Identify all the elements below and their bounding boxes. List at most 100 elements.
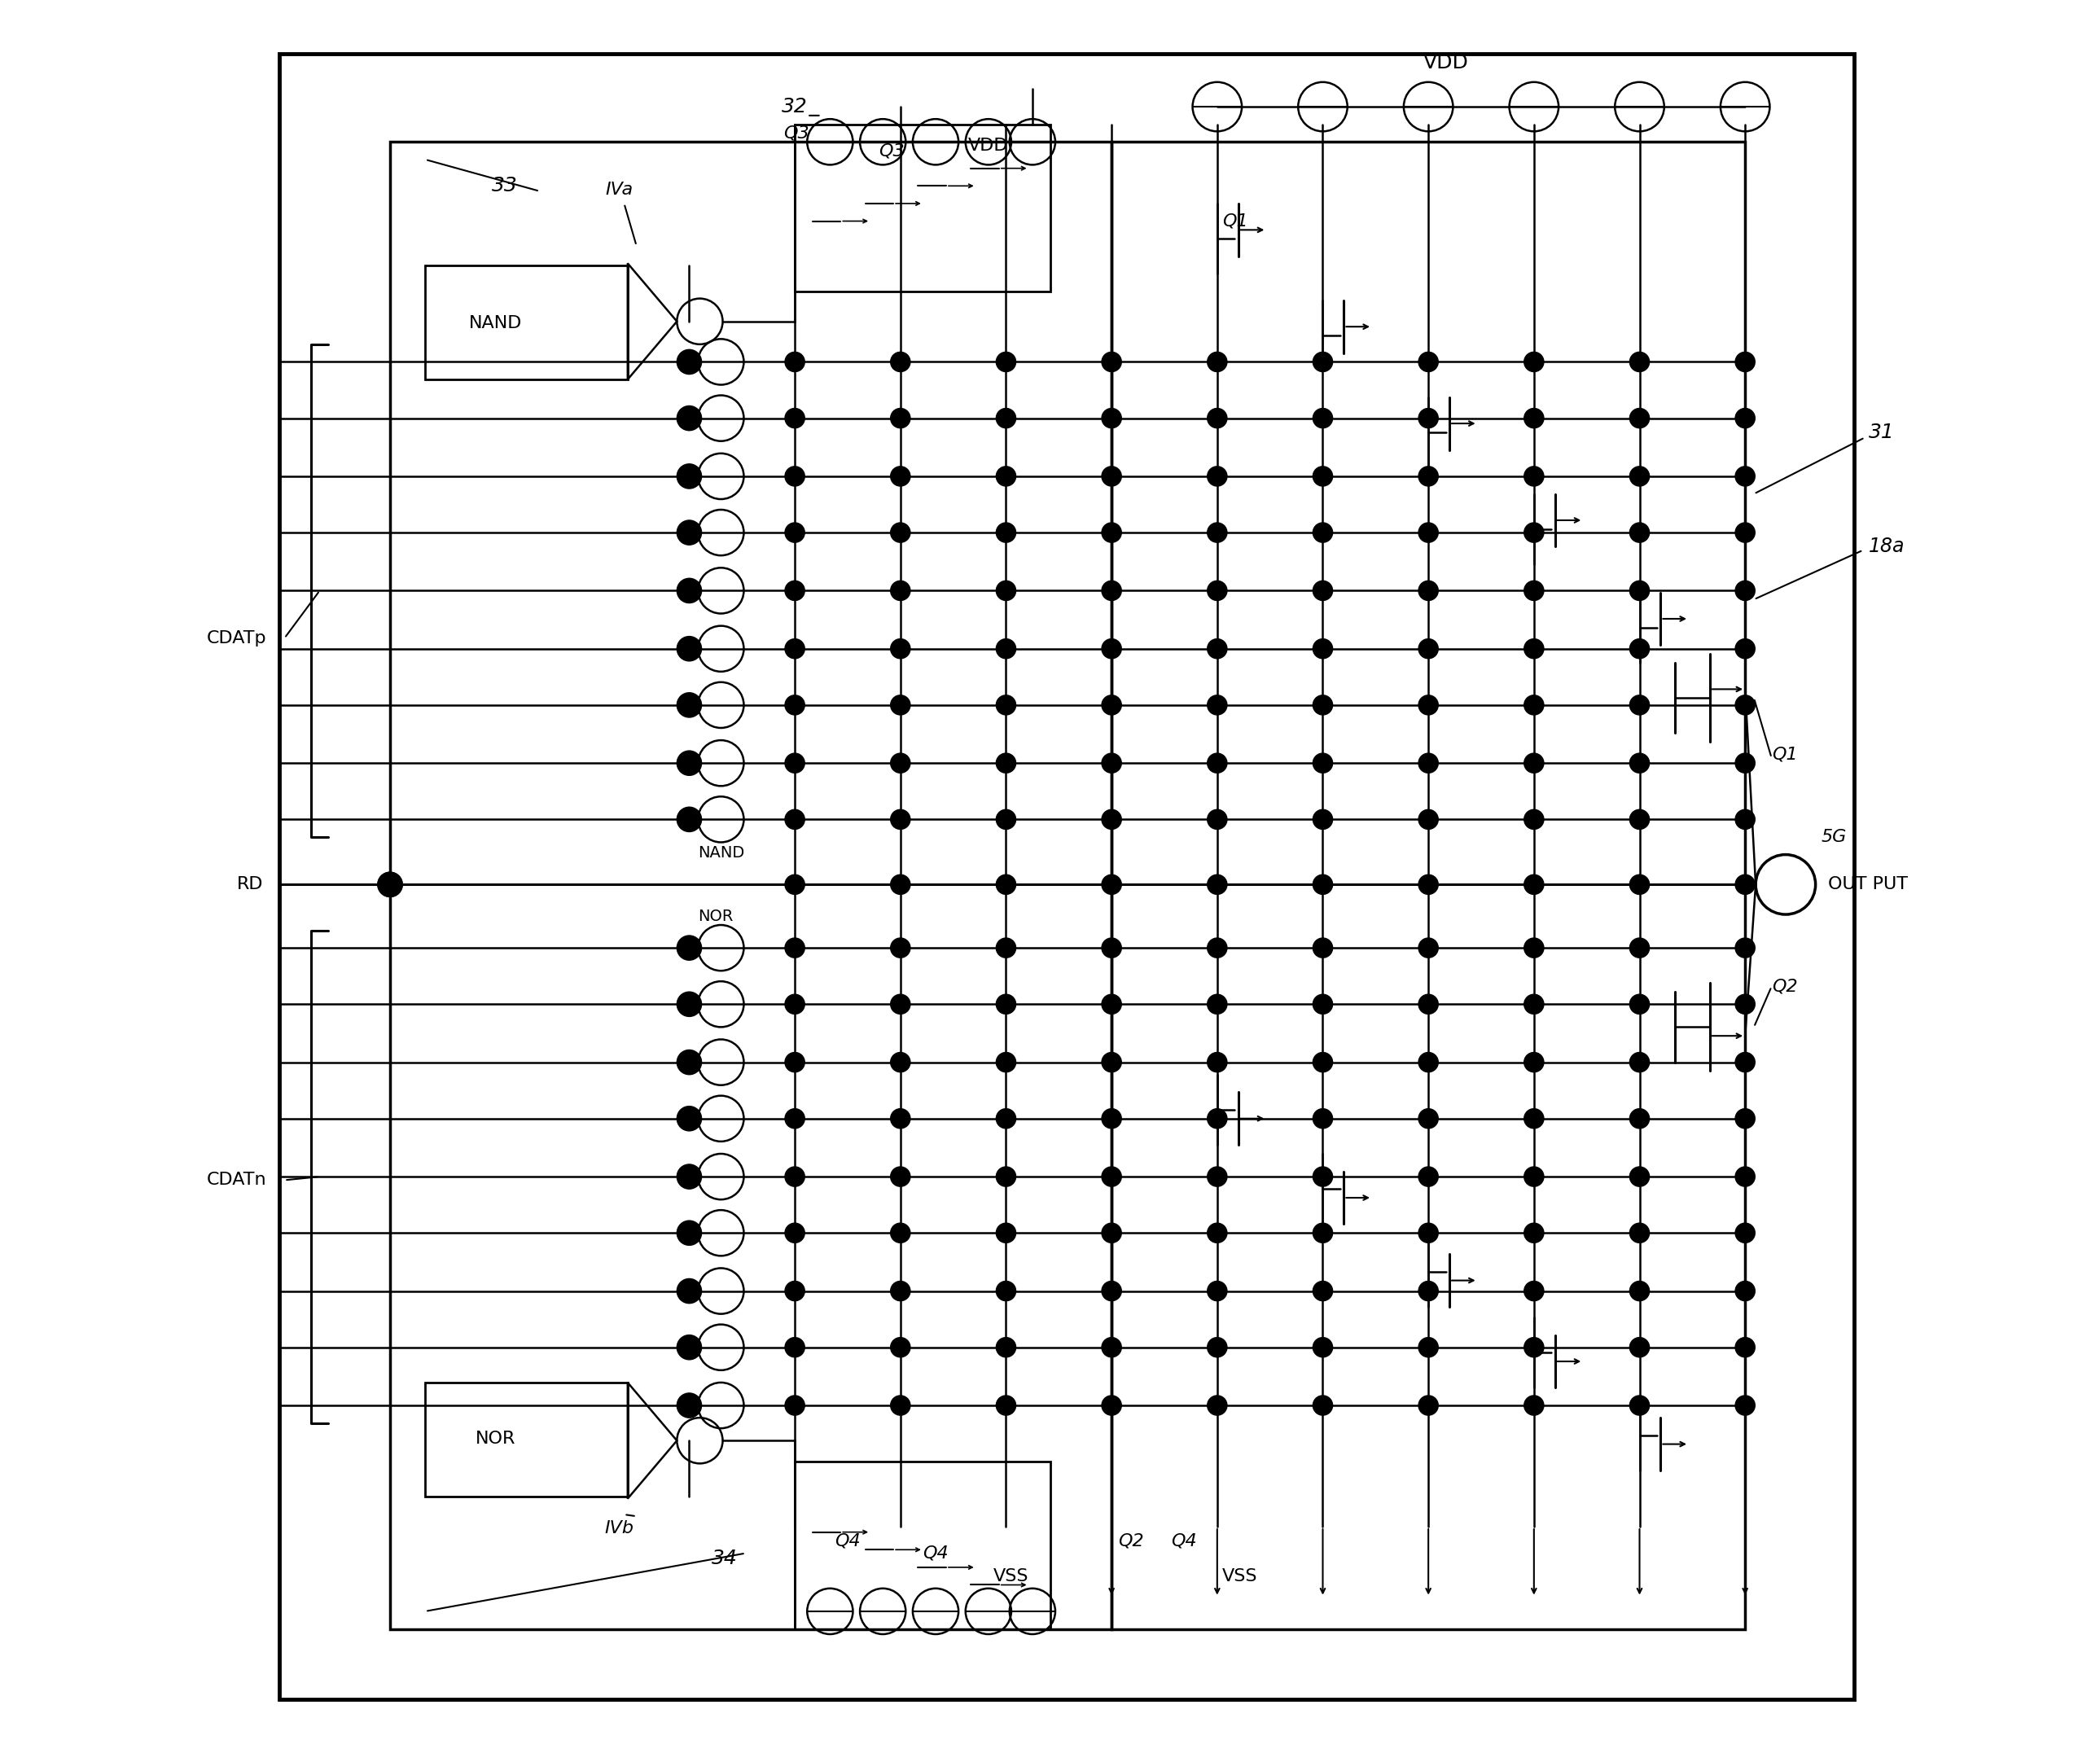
Circle shape	[785, 1337, 804, 1357]
Circle shape	[890, 937, 909, 959]
Circle shape	[785, 994, 804, 1015]
Circle shape	[1312, 994, 1334, 1015]
Circle shape	[1102, 937, 1121, 959]
Circle shape	[1208, 1337, 1226, 1357]
Circle shape	[995, 1052, 1016, 1071]
Circle shape	[995, 752, 1016, 774]
Circle shape	[1630, 937, 1648, 959]
Bar	[794, 125, 1050, 291]
Circle shape	[1102, 752, 1121, 774]
Circle shape	[1630, 1052, 1648, 1071]
Text: Q1: Q1	[1772, 745, 1798, 763]
Circle shape	[1418, 752, 1438, 774]
Circle shape	[1312, 1166, 1334, 1186]
Circle shape	[785, 937, 804, 959]
Circle shape	[890, 809, 909, 830]
Circle shape	[1735, 1223, 1756, 1242]
Circle shape	[1630, 1396, 1648, 1415]
Circle shape	[1102, 1052, 1121, 1071]
Circle shape	[785, 696, 804, 715]
Circle shape	[995, 809, 1016, 830]
Circle shape	[1312, 1337, 1334, 1357]
Circle shape	[1630, 467, 1648, 486]
Circle shape	[676, 1394, 701, 1418]
Text: OUT PUT: OUT PUT	[1827, 876, 1907, 893]
Circle shape	[1208, 809, 1226, 830]
Circle shape	[1525, 352, 1544, 372]
Circle shape	[676, 692, 701, 717]
Circle shape	[890, 1108, 909, 1128]
Circle shape	[785, 640, 804, 659]
Circle shape	[1630, 1223, 1648, 1242]
Circle shape	[995, 696, 1016, 715]
Text: Q1: Q1	[1222, 213, 1247, 229]
Circle shape	[1735, 1108, 1756, 1128]
Circle shape	[890, 874, 909, 895]
Circle shape	[890, 523, 909, 543]
Circle shape	[1630, 640, 1648, 659]
Circle shape	[1630, 696, 1648, 715]
Circle shape	[1102, 467, 1121, 486]
Circle shape	[676, 751, 701, 775]
Circle shape	[785, 1281, 804, 1300]
Text: NOR: NOR	[475, 1431, 517, 1447]
Circle shape	[1312, 752, 1334, 774]
Circle shape	[1102, 1337, 1121, 1357]
Text: Q2: Q2	[1772, 978, 1798, 996]
Circle shape	[1630, 809, 1648, 830]
Circle shape	[1630, 409, 1648, 428]
Circle shape	[1102, 696, 1121, 715]
Circle shape	[890, 696, 909, 715]
Circle shape	[676, 636, 701, 661]
Circle shape	[785, 581, 804, 601]
Circle shape	[1312, 1052, 1334, 1071]
Circle shape	[1525, 696, 1544, 715]
Circle shape	[1418, 352, 1438, 372]
Text: 5G: 5G	[1821, 828, 1846, 846]
Circle shape	[1208, 467, 1226, 486]
Circle shape	[1735, 874, 1756, 895]
Circle shape	[1735, 1052, 1756, 1071]
Text: 18a: 18a	[1869, 537, 1905, 557]
Circle shape	[995, 1108, 1016, 1128]
Circle shape	[785, 752, 804, 774]
Circle shape	[1525, 1052, 1544, 1071]
Circle shape	[378, 872, 403, 897]
Circle shape	[1208, 1281, 1226, 1300]
Circle shape	[1418, 523, 1438, 543]
Circle shape	[1525, 874, 1544, 895]
Text: IVb: IVb	[605, 1521, 634, 1536]
Circle shape	[1630, 752, 1648, 774]
Circle shape	[1312, 1281, 1334, 1300]
Circle shape	[890, 581, 909, 601]
Circle shape	[890, 1281, 909, 1300]
Circle shape	[1208, 581, 1226, 601]
Circle shape	[1312, 1108, 1334, 1128]
Circle shape	[1208, 1052, 1226, 1071]
Circle shape	[1312, 696, 1334, 715]
Circle shape	[1630, 1337, 1648, 1357]
Circle shape	[785, 467, 804, 486]
Circle shape	[1102, 1166, 1121, 1186]
Circle shape	[1630, 581, 1648, 601]
Circle shape	[1525, 752, 1544, 774]
Circle shape	[1418, 937, 1438, 959]
Circle shape	[1208, 1108, 1226, 1128]
Circle shape	[1102, 1108, 1121, 1128]
Circle shape	[1418, 640, 1438, 659]
Text: Q3: Q3	[783, 125, 808, 141]
Circle shape	[890, 1396, 909, 1415]
Text: 33: 33	[491, 176, 517, 196]
Circle shape	[785, 1108, 804, 1128]
Circle shape	[1630, 994, 1648, 1015]
Bar	[391, 143, 1111, 1628]
Circle shape	[1102, 874, 1121, 895]
Circle shape	[1735, 581, 1756, 601]
Circle shape	[1312, 409, 1334, 428]
Text: 32: 32	[781, 97, 808, 116]
Circle shape	[676, 807, 701, 832]
Circle shape	[1735, 809, 1756, 830]
Circle shape	[890, 409, 909, 428]
Circle shape	[676, 349, 701, 374]
Circle shape	[1102, 1223, 1121, 1242]
